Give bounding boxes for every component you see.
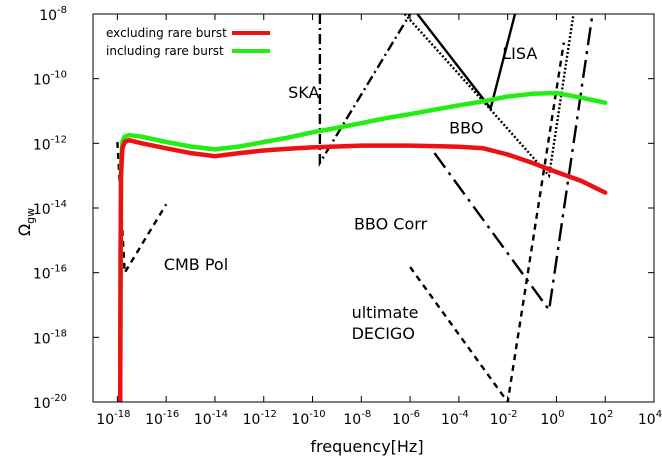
- y-axis-label-subscript: gw: [24, 208, 37, 224]
- legend: excluding rare burst including rare burs…: [106, 26, 270, 58]
- annotation-cmb-pol: CMB Pol: [164, 255, 228, 274]
- plot-area: [116, 14, 608, 402]
- annotation-ska: SKA: [288, 83, 319, 102]
- legend-label-excluding: excluding rare burst: [106, 26, 227, 40]
- annotation-bbo-corr: BBO Corr: [354, 214, 428, 233]
- sensitivity-curve-lisa: [416, 14, 517, 112]
- annotation-ultimate: ultimate: [352, 303, 419, 322]
- annotations: CMB Pol SKA LISA BBO BBO Corr ultimate DECIGO: [164, 44, 538, 343]
- axis-ticks: 10-18 10-16 10-14 10-12 10-10 10-8 10-6 10-4 10-…: [33, 5, 662, 428]
- sensitivity-curve-ultimate-decigo: [409, 42, 565, 402]
- y-tick-label: 10-16: [33, 264, 67, 283]
- x-tick-label: 104: [638, 409, 662, 428]
- sensitivity-curve-ska: [318, 14, 412, 168]
- x-tick-label: 10-14: [194, 409, 228, 428]
- y-tick-label: 10-8: [39, 5, 67, 24]
- y-tick-label: 10-12: [33, 134, 67, 153]
- x-tick-label: 10-10: [291, 409, 325, 428]
- x-tick-label: 10-4: [441, 409, 469, 428]
- x-axis-label: frequency[Hz]: [310, 437, 423, 456]
- x-tick-label: 10-6: [392, 409, 420, 428]
- y-tick-label: 10-10: [33, 70, 67, 89]
- x-tick-label: 10-8: [343, 409, 371, 428]
- series-line-including-rare-burst: [117, 90, 608, 402]
- x-tick-label: 10-18: [96, 409, 130, 428]
- x-tick-label: 100: [540, 409, 564, 428]
- legend-label-including: including rare burst: [106, 44, 224, 58]
- annotation-bbo: BBO: [449, 119, 483, 138]
- x-tick-label: 102: [589, 409, 613, 428]
- y-axis-label-symbol: Ω: [15, 224, 34, 236]
- series-line-excluding-rare-burst: [117, 137, 608, 402]
- annotation-lisa: LISA: [502, 44, 537, 63]
- x-tick-label: 10-12: [243, 409, 277, 428]
- x-tick-label: 10-2: [490, 409, 518, 428]
- y-tick-label: 10-14: [33, 199, 67, 218]
- y-tick-label: 10-18: [33, 328, 67, 347]
- x-tick-label: 10-16: [145, 409, 179, 428]
- y-axis-label: Ωgw: [15, 208, 37, 236]
- y-tick-label: 10-20: [33, 393, 67, 412]
- annotation-decigo: DECIGO: [352, 324, 415, 343]
